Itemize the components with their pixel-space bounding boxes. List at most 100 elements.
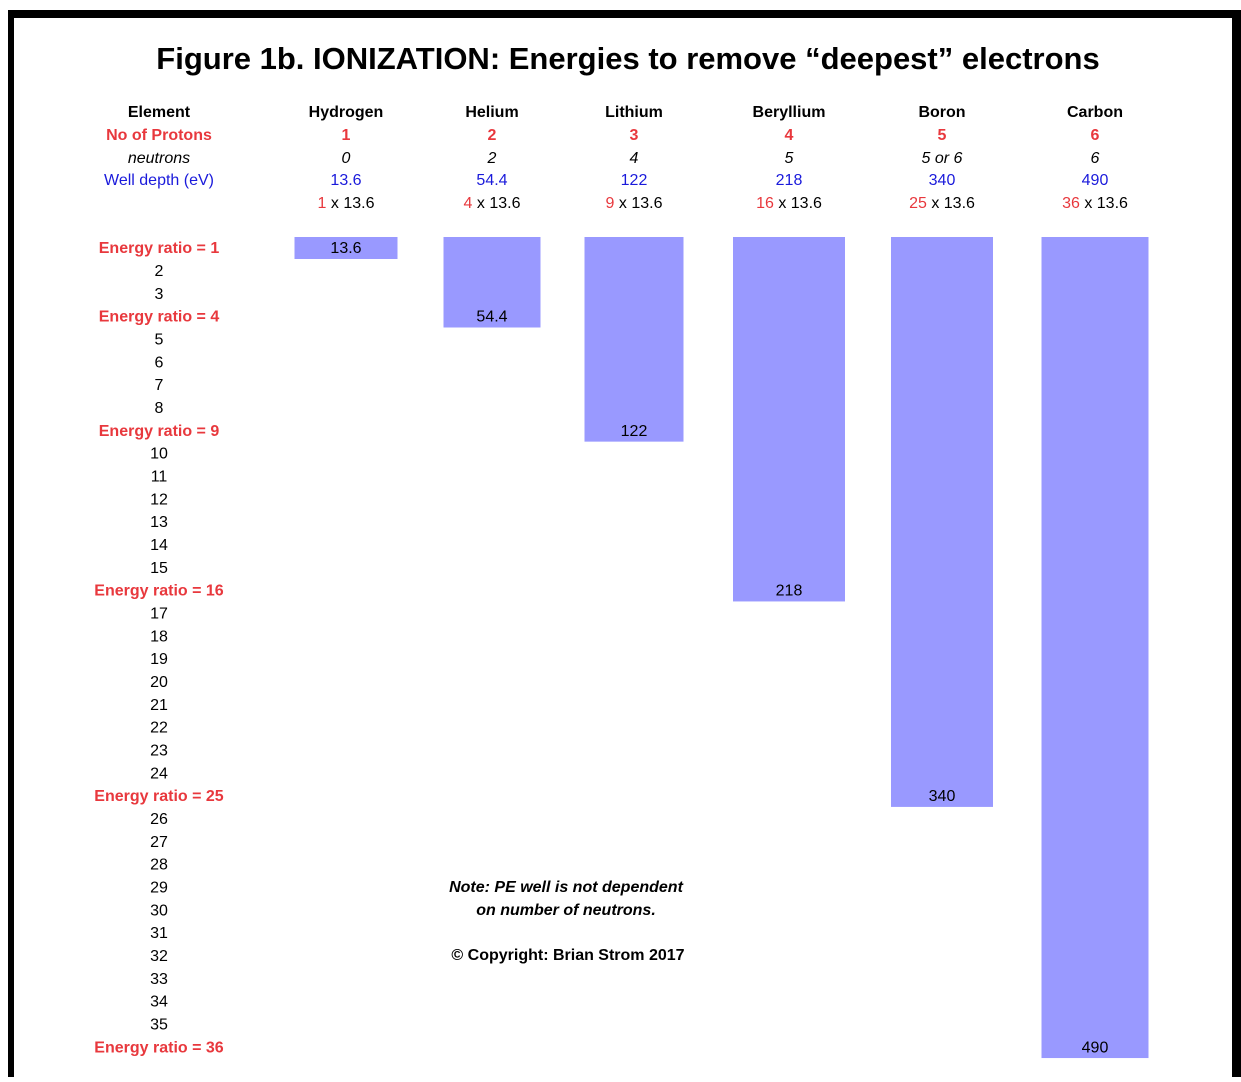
multiplier: 9 <box>606 195 615 212</box>
header-label: neutrons <box>128 150 190 167</box>
multiplier: 16 <box>756 195 774 212</box>
row-label: 31 <box>150 925 168 942</box>
row-label: 13 <box>150 514 168 531</box>
row-label: 20 <box>150 674 168 691</box>
row-label: Energy ratio = 25 <box>94 788 223 805</box>
row-label: 7 <box>155 377 164 394</box>
row-label: 27 <box>150 834 168 851</box>
row-label: Energy ratio = 36 <box>94 1039 223 1056</box>
row-label: 17 <box>150 605 168 622</box>
header-label: Element <box>128 104 191 121</box>
row-label: Energy ratio = 4 <box>99 309 220 326</box>
title: Figure 1b. IONIZATION: Energies to remov… <box>156 41 1099 76</box>
element-name: Lithium <box>605 104 663 121</box>
element-name: Beryllium <box>753 104 826 121</box>
bar-label: 54.4 <box>476 309 507 326</box>
multiplier-line: 36 x 13.6 <box>1062 195 1128 212</box>
protons: 6 <box>1091 127 1100 144</box>
protons: 5 <box>938 127 947 144</box>
row-label: 26 <box>150 811 168 828</box>
neutrons: 5 or 6 <box>922 150 963 167</box>
multiplier: 36 <box>1062 195 1080 212</box>
row-label: 12 <box>150 491 168 508</box>
neutrons: 2 <box>487 150 497 167</box>
note: on number of neutrons. <box>476 902 656 919</box>
row-label: 6 <box>155 354 164 371</box>
bar <box>733 237 845 602</box>
multiplier: 4 <box>464 195 473 212</box>
multiplier-line: 4 x 13.6 <box>464 195 521 212</box>
well-depth: 340 <box>929 172 956 189</box>
protons: 3 <box>630 127 639 144</box>
border-right <box>1232 10 1241 1077</box>
multiplier: 25 <box>909 195 927 212</box>
bar <box>891 237 993 807</box>
row-label: Energy ratio = 1 <box>99 240 220 257</box>
protons: 2 <box>488 127 497 144</box>
border-top <box>8 10 1241 18</box>
neutrons: 6 <box>1091 150 1100 167</box>
factor: x 13.6 <box>931 195 975 212</box>
well-depth: 122 <box>621 172 648 189</box>
factor: x 13.6 <box>619 195 663 212</box>
row-label: Energy ratio = 16 <box>94 583 223 600</box>
well-depth: 54.4 <box>476 172 507 189</box>
bar <box>1041 237 1149 1059</box>
row-label: 22 <box>150 720 168 737</box>
header-label: No of Protons <box>106 127 212 144</box>
element-name: Hydrogen <box>309 104 384 121</box>
copyright: © Copyright: Brian Strom 2017 <box>451 947 684 964</box>
row-label: 18 <box>150 628 168 645</box>
multiplier-line: 16 x 13.6 <box>756 195 822 212</box>
row-label: Energy ratio = 9 <box>99 423 220 440</box>
bar-label: 340 <box>929 788 956 805</box>
row-label: 28 <box>150 857 168 874</box>
row-label: 2 <box>155 263 164 280</box>
row-label: 32 <box>150 948 168 965</box>
protons: 4 <box>785 127 794 144</box>
row-label: 15 <box>150 560 168 577</box>
well-depth: 218 <box>776 172 803 189</box>
row-label: 30 <box>150 902 168 919</box>
element-name: Carbon <box>1067 104 1123 121</box>
bar <box>443 237 541 328</box>
bar-label: 122 <box>621 423 648 440</box>
neutrons: 4 <box>630 150 639 167</box>
factor: x 13.6 <box>1084 195 1128 212</box>
row-label: 14 <box>150 537 168 554</box>
row-label: 11 <box>151 469 168 486</box>
multiplier-line: 1 x 13.6 <box>318 195 375 212</box>
row-label: 35 <box>150 1016 168 1033</box>
multiplier-line: 25 x 13.6 <box>909 195 975 212</box>
header-label: Well depth (eV) <box>104 172 214 189</box>
element-name: Helium <box>465 104 518 121</box>
protons: 1 <box>342 127 351 144</box>
row-label: 24 <box>150 765 168 782</box>
note: Note: PE well is not dependent <box>449 879 683 896</box>
neutrons: 5 <box>785 150 794 167</box>
element-name: Boron <box>918 104 965 121</box>
bar-label: 490 <box>1082 1039 1109 1056</box>
factor: x 13.6 <box>477 195 521 212</box>
multiplier-line: 9 x 13.6 <box>606 195 663 212</box>
row-label: 3 <box>155 286 164 303</box>
row-label: 23 <box>150 742 168 759</box>
neutrons: 0 <box>342 150 351 167</box>
factor: x 13.6 <box>331 195 375 212</box>
bar <box>584 237 684 442</box>
factor: x 13.6 <box>778 195 822 212</box>
row-label: 34 <box>150 994 168 1011</box>
row-label: 10 <box>150 446 168 463</box>
row-label: 19 <box>150 651 168 668</box>
row-label: 5 <box>155 332 164 349</box>
border-left <box>8 10 14 1077</box>
well-depth: 13.6 <box>330 172 361 189</box>
well-depth: 490 <box>1082 172 1109 189</box>
row-label: 33 <box>150 971 168 988</box>
bar <box>294 237 398 259</box>
row-label: 21 <box>150 697 168 714</box>
multiplier: 1 <box>318 195 327 212</box>
row-label: 8 <box>155 400 164 417</box>
bar-label: 13.6 <box>330 240 361 257</box>
